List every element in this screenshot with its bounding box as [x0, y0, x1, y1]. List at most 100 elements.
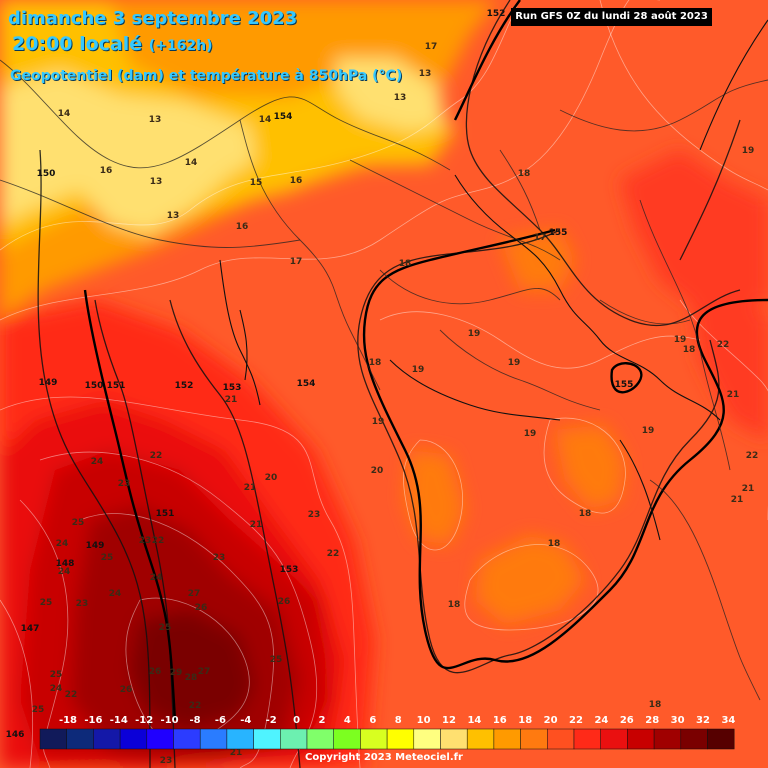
legend-color-swatch: [466, 728, 495, 750]
temperature-label: 22: [327, 549, 340, 559]
geopotential-label: 154: [297, 379, 316, 389]
legend-color-swatch: [199, 728, 228, 750]
geopotential-label: 151: [156, 509, 175, 519]
temperature-label: 20: [265, 473, 278, 483]
temperature-label: 18: [649, 700, 662, 710]
temperature-label: 16: [236, 222, 249, 232]
temperature-label: 21: [727, 390, 740, 400]
legend-value-label: -12: [135, 715, 153, 726]
forecast-date: dimanche 3 septembre 2023: [8, 8, 298, 29]
temperature-label: 16: [290, 176, 303, 186]
legend-color-swatch: [573, 728, 601, 750]
temperature-label: 25: [101, 553, 114, 563]
temperature-label: 22: [65, 690, 78, 700]
legend-value-label: 28: [645, 715, 659, 726]
legend-color-swatch: [707, 728, 735, 750]
forecast-time: 20:00 localé (+162h): [12, 33, 213, 55]
legend-color-swatch: [280, 728, 308, 750]
temperature-label: 27: [188, 589, 201, 599]
temperature-label: 21: [244, 483, 257, 493]
temperature-label: 23: [160, 756, 173, 766]
temperature-label: 26: [120, 685, 133, 695]
temperature-label: 21: [742, 484, 755, 494]
legend-value-label: 18: [518, 715, 532, 726]
legend-color-swatch: [306, 728, 334, 750]
temperature-label: 13: [419, 69, 432, 79]
temperature-label: 21: [230, 748, 243, 758]
temperature-label: 22: [717, 340, 730, 350]
temperature-label: 18: [448, 600, 461, 610]
geopotential-label: 151: [107, 381, 126, 391]
temperature-label: 19: [412, 365, 425, 375]
temperature-label: 19: [674, 335, 687, 345]
legend-color-swatch: [253, 728, 281, 750]
legend-value-label: -2: [266, 715, 277, 726]
legend-color-swatch: [493, 728, 521, 750]
temperature-label: 29: [170, 668, 183, 678]
geopotential-label: 148: [56, 559, 75, 569]
temperature-label: 15: [250, 178, 263, 188]
temperature-label: 24: [58, 567, 71, 577]
geopotential-label: 149: [86, 541, 105, 551]
legend-color-swatch: [520, 728, 548, 750]
temperature-label: 19: [642, 426, 655, 436]
legend-color-swatch: [119, 728, 148, 750]
temperature-label: 21: [225, 395, 238, 405]
temperature-label: 17: [534, 233, 547, 243]
legend-color-swatch: [413, 728, 441, 750]
geopotential-label: 153: [280, 565, 299, 575]
temperature-label: 13: [167, 211, 180, 221]
geopotential-label: 152: [487, 9, 506, 19]
temperature-label: 26: [195, 603, 208, 613]
temperature-label: 13: [150, 177, 163, 187]
temperature-label: 19: [524, 429, 537, 439]
legend-value-label: -4: [240, 715, 251, 726]
temperature-label: 24: [150, 573, 163, 583]
country-borders: [0, 59, 768, 701]
legend-value-label: 20: [544, 715, 558, 726]
legend-value-label: -8: [189, 715, 200, 726]
temperature-label: 24: [50, 684, 63, 694]
geopotential-label: 155: [549, 228, 568, 238]
geopotential-label: 150: [85, 381, 104, 391]
geopotential-label: 150: [37, 169, 56, 179]
temperature-label: 22: [150, 451, 163, 461]
geopotential-152-line: [83, 0, 768, 721]
temperature-label: 28: [185, 673, 198, 683]
temperature-label: 17: [290, 257, 303, 267]
temperature-label: 18: [369, 358, 382, 368]
temperature-label: 19: [508, 358, 521, 368]
legend-value-label: 32: [696, 715, 710, 726]
geopotential-label: 149: [39, 378, 58, 388]
temperature-label: 27: [198, 667, 211, 677]
legend-color-swatch: [680, 728, 708, 750]
legend-color-swatch: [226, 728, 254, 750]
temperature-label: 18: [683, 345, 696, 355]
temperature-label: 25: [50, 670, 63, 680]
legend-value-label: 4: [344, 715, 351, 726]
temperature-label: 20: [371, 466, 384, 476]
legend-color-swatch: [653, 728, 682, 750]
temperature-label: 25: [32, 705, 45, 715]
geopotential-label: 154: [274, 112, 293, 122]
color-scale-bar: [39, 728, 735, 750]
legend-color-swatch: [333, 728, 361, 750]
temperature-label: 26: [149, 667, 162, 677]
temperature-label: 22: [746, 451, 759, 461]
legend-value-label: -14: [110, 715, 128, 726]
temperature-label: 18: [548, 539, 561, 549]
temperature-label: 21: [731, 495, 744, 505]
legend-color-swatch: [39, 728, 67, 750]
legend-color-swatch: [173, 728, 201, 750]
temperature-label: 24: [109, 589, 122, 599]
model-run-info: Run GFS 0Z du lundi 28 août 2023: [511, 8, 712, 26]
legend-value-label: 12: [442, 715, 456, 726]
legend-color-swatch: [386, 728, 415, 750]
temperature-label: 24: [91, 457, 104, 467]
geopotential-label: 147: [21, 624, 40, 634]
